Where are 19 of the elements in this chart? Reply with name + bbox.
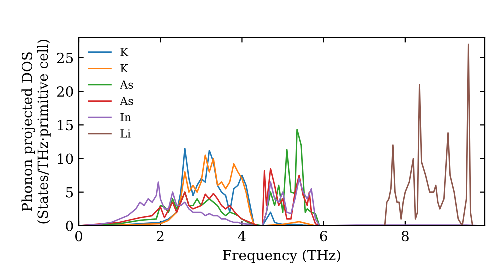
legend-label: As bbox=[120, 97, 134, 106]
x-tick-label: 4 bbox=[238, 231, 246, 242]
x-tick-label: 0 bbox=[75, 231, 82, 242]
y-axis-title: Phonon projected DOS (States/THz·primitive cell) bbox=[22, 40, 51, 224]
legend-label: Li bbox=[120, 130, 131, 138]
x-axis-title: Frequency (THz) bbox=[223, 250, 340, 264]
legend-label: In bbox=[120, 113, 132, 122]
y-tick-label: 15 bbox=[58, 120, 74, 131]
y-tick-label: 5 bbox=[66, 188, 74, 198]
y-tick-label: 10 bbox=[58, 154, 74, 164]
y-tick-label: 25 bbox=[57, 52, 74, 64]
y-tick-label: 20 bbox=[57, 86, 74, 98]
legend-label: K bbox=[120, 64, 129, 73]
y-tick-label: 0 bbox=[66, 220, 74, 232]
x-tick-label: 8 bbox=[402, 231, 409, 242]
x-tick-label: 2 bbox=[157, 231, 164, 242]
legend-label: As bbox=[120, 80, 134, 90]
x-tick-label: 6 bbox=[320, 231, 328, 242]
legend-label: K bbox=[120, 48, 129, 56]
